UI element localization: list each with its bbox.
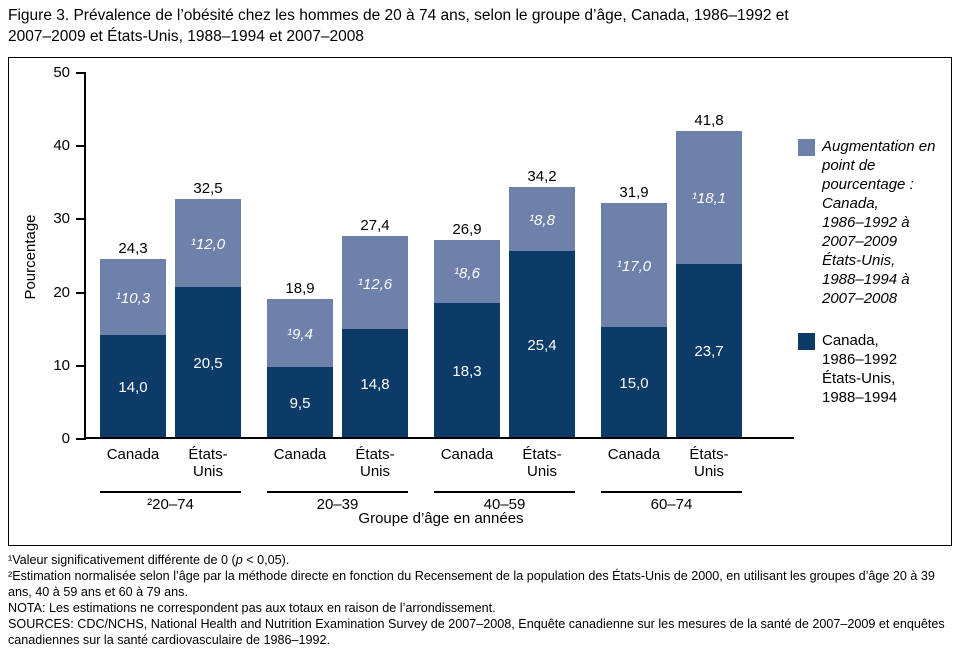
footnote-sources: SOURCES: CDC/NCHS, National Health and N… [8,617,945,647]
x-tick-label: Canada [106,446,160,463]
bar-total-value: 18,9 [285,279,315,297]
bar-segment-increase [676,131,742,264]
legend-label-base: Canada, 1986–1992 États-Unis, 1988–1994 [822,332,898,406]
bar-segment-increase [434,240,500,304]
bar-increase-value: ¹8,6 [454,264,480,282]
y-tick-mark [76,291,86,294]
legend-swatch-increase-icon [798,139,815,156]
age-group-underline [434,491,575,493]
bar-total-value: 41,8 [694,112,724,130]
age-group-label: ²20–74 [147,496,194,513]
bar-base-value: 14,0 [118,378,148,396]
age-group-underline [100,491,241,493]
footnote-significance-tail: < 0,05). [242,553,290,567]
bar-increase-value: ¹9,4 [287,326,313,344]
legend-label-increase: Augmentation en point de pourcentage : C… [822,138,936,307]
bar-base-value: 15,0 [619,375,649,393]
y-tick-label: 0 [61,430,70,447]
age-group-underline [267,491,408,493]
bar-increase-value: ¹10,3 [115,289,151,307]
y-tick-label: 10 [53,356,70,374]
x-tick-label: Canada [607,446,661,463]
bar-segment-increase [267,298,333,368]
bar-increase-value: ¹8,8 [529,211,555,229]
bar-total-value: 24,3 [118,240,148,258]
footnote-nota: NOTA: Les estimations ne correspondent p… [8,601,496,615]
legend-item-base: Canada, 1986–1992 États-Unis, 1988–1994 [798,331,950,407]
y-tick-mark [76,438,86,440]
bar-total-value: 34,2 [527,167,557,185]
y-tick-mark [76,72,86,74]
bar-segment-increase [342,236,408,329]
bar-segment-base [434,303,500,437]
x-tick-label: États- Unis [689,446,729,480]
y-tick-label: 40 [53,137,70,155]
age-group-label: 60–74 [650,496,693,513]
bar-increase-value: ¹17,0 [616,257,652,275]
bar-increase-value: ¹18,1 [691,190,727,208]
y-tick-label: 30 [53,210,70,228]
bar-base-value: 23,7 [694,343,724,361]
age-group-label: 20–39 [316,496,359,513]
y-tick-mark [76,145,86,148]
footnote-significance-p: p [235,553,243,567]
bar-total-value: 31,9 [619,183,649,201]
plot-area: Groupe d’âge en années 0 10 20 30 40 50 14,0 ¹1… [53,64,794,527]
bar-segment-increase [509,186,575,252]
bar-base-value: 9,5 [289,395,311,413]
legend-swatch-base-icon [798,333,815,350]
footnote-significance: ¹Valeur significativement différente de … [8,552,954,568]
bar-segment-base [342,328,408,437]
bar-segment-increase [175,199,241,287]
y-axis-label: Pourcentage [22,214,39,300]
x-tick-label: États- Unis [522,446,562,480]
age-group-underline [601,491,742,493]
x-tick-label: Canada [440,446,494,463]
bar-total-value: 27,4 [360,217,390,235]
y-tick-mark [76,364,86,367]
footnotes: ¹Valeur significativement différente de … [8,552,954,648]
figure-title: Figure 3. Prévalence de l’obésité chez l… [8,7,789,45]
bar-segment-base [100,334,166,437]
bar-segment-increase [100,259,166,335]
x-tick-label: États- Unis [188,446,228,480]
legend: Augmentation en point de pourcentage : C… [798,137,950,407]
bar-segment-increase [601,202,667,328]
bar-base-value: 25,4 [527,337,557,355]
footnote-significance-text: ¹Valeur significativement différente de … [8,553,236,567]
x-tick-label: États- Unis [355,446,395,480]
bar-increase-value: ¹12,6 [357,275,393,293]
legend-item-increase: Augmentation en point de pourcentage : C… [798,137,950,308]
bar-total-value: 26,9 [452,221,482,239]
bar-segment-base [267,367,333,437]
age-group-label: 40–59 [483,496,526,513]
bar-total-value: 32,5 [193,180,223,198]
bar-base-value: 18,3 [452,363,482,381]
x-tick-label: Canada [273,446,327,463]
y-tick-label: 50 [53,64,70,81]
bar-segment-base [175,286,241,437]
bar-segment-base [509,251,575,437]
y-tick-label: 20 [53,283,70,301]
x-axis-label: Groupe d’âge en années [358,510,524,527]
footnote-standardization: ²Estimation normalisée selon l’âge par l… [8,569,935,599]
bar-base-value: 14,8 [360,375,390,393]
bar-segment-base [601,327,667,437]
bar-increase-value: ¹12,0 [190,236,226,254]
bar-segment-base [676,263,742,437]
chart-frame: Pourcentage Groupe d’âge en années 0 10 20… [8,57,952,546]
bar-base-value: 20,5 [193,354,223,372]
y-tick-mark [76,218,86,221]
